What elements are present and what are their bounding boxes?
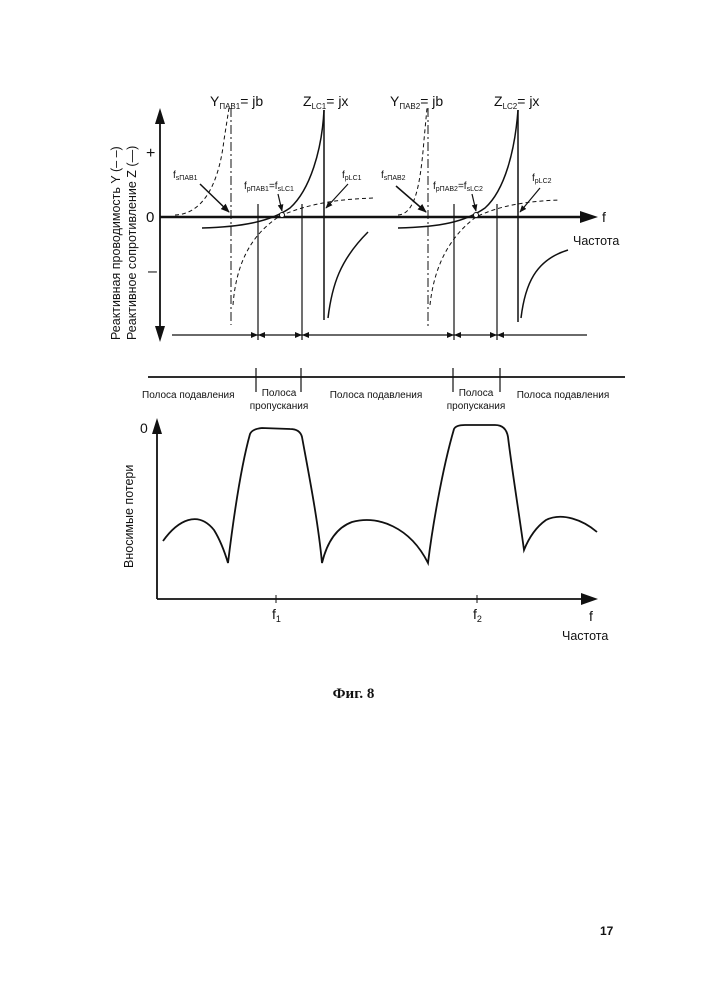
- label-fp-saw1: fpПАВ1=fsLC1: [244, 181, 294, 193]
- pointer-fp-saw2: [472, 194, 476, 211]
- saw1-admittance-left: [175, 108, 229, 215]
- pointer-fs-saw2: [396, 186, 426, 212]
- label-y-saw2: YПАВ2= jb: [390, 93, 443, 111]
- loss-x-axis-label: Частота: [562, 629, 608, 643]
- band-pass-1-line2: пропускания: [250, 401, 309, 412]
- fp1-point: [280, 213, 285, 218]
- lc2-impedance-left: [398, 110, 518, 228]
- insertion-loss-plot: 0 Вносимые потери f1 f2 f Частота: [122, 418, 608, 643]
- y-axis-up-arrow: [155, 108, 165, 124]
- saw2-admittance-left: [398, 108, 427, 215]
- fp2-point: [474, 213, 479, 218]
- pointer-fs-saw1: [200, 184, 229, 212]
- pointer-fp-saw1: [278, 194, 282, 211]
- loss-zero-label: 0: [140, 420, 148, 436]
- page-number: 17: [600, 924, 613, 938]
- loss-y-axis-label: Вносимые потери: [122, 465, 136, 568]
- x-axis-arrow: [580, 211, 598, 223]
- band-stop-3: Полоса подавления: [517, 390, 610, 401]
- saw1-admittance-right: [233, 198, 375, 305]
- label-fp-lc2: fpLC2: [532, 173, 552, 185]
- label-z-lc2: ZLC2= jx: [494, 93, 539, 111]
- pointer-fp-lc2: [520, 188, 540, 212]
- pointer-fp-lc1: [326, 184, 348, 208]
- x-axis-label: Частота: [573, 234, 619, 248]
- insertion-loss-curve: [163, 425, 597, 563]
- tick-f2-label: f2: [473, 606, 482, 624]
- label-fs-saw2: fsПАВ2: [381, 170, 406, 182]
- band-pass-1-line1: Полоса: [262, 388, 297, 399]
- label-y-saw1: YПАВ1= jb: [210, 93, 263, 111]
- loss-y-axis-arrow: [152, 418, 162, 434]
- zero-sign: 0: [146, 209, 154, 226]
- x-axis-f: f: [602, 209, 606, 225]
- y-axis-label-impedance: Реактивное сопротивление Z (—): [125, 146, 139, 340]
- band-stop-2: Полоса подавления: [330, 390, 423, 401]
- label-fp-saw2: fpПАВ2=fsLC2: [433, 181, 483, 193]
- plus-sign: +: [146, 145, 155, 162]
- tick-f1-label: f1: [272, 606, 281, 624]
- band-stop-1: Полоса подавления: [142, 390, 235, 401]
- label-fs-saw1: fsПАВ1: [173, 170, 198, 182]
- label-z-lc1: ZLC1= jx: [303, 93, 348, 111]
- lc1-impedance-left: [202, 110, 324, 228]
- band-row: Полоса подавления Полоса пропускания Пол…: [142, 368, 625, 412]
- loss-x-axis-f: f: [589, 608, 593, 624]
- figure-caption: Фиг. 8: [0, 686, 707, 703]
- y-axis-label-admittance: Реактивная проводимость Y (– –): [109, 146, 123, 340]
- lc1-impedance-right: [328, 232, 368, 318]
- reactance-plot: Реактивная проводимость Y (– –) Реактивн…: [109, 93, 619, 342]
- band-pass-2-line2: пропускания: [447, 401, 506, 412]
- label-fp-lc1: fpLC1: [342, 170, 362, 182]
- y-axis-down-arrow: [155, 326, 165, 342]
- loss-x-axis-arrow: [581, 593, 598, 605]
- lc2-impedance-right: [521, 250, 568, 318]
- minus-sign: –: [148, 263, 157, 280]
- band-pass-2-line1: Полоса: [459, 388, 494, 399]
